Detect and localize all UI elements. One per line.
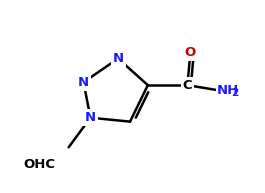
Text: OHC: OHC: [23, 157, 55, 170]
Text: N: N: [78, 76, 89, 89]
Text: 2: 2: [231, 88, 238, 98]
Text: N: N: [85, 111, 96, 124]
Text: C: C: [183, 79, 192, 92]
Text: NH: NH: [217, 84, 239, 96]
Text: O: O: [185, 46, 196, 59]
Text: N: N: [113, 52, 124, 65]
